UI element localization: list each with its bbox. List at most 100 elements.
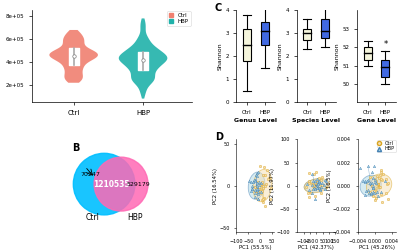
Text: HBP: HBP <box>127 213 143 223</box>
Point <box>362 193 368 197</box>
Point <box>252 178 258 182</box>
Point <box>254 174 260 178</box>
Point <box>306 188 312 192</box>
Point <box>375 182 381 186</box>
Point <box>251 179 258 183</box>
Point <box>254 192 261 196</box>
Point <box>314 181 320 185</box>
Point <box>318 181 325 185</box>
Point <box>316 179 322 183</box>
X-axis label: PC1 (55.5%): PC1 (55.5%) <box>239 245 272 250</box>
Point <box>312 187 318 192</box>
Point <box>310 185 317 190</box>
Point <box>259 173 266 177</box>
Point <box>318 182 324 186</box>
Point <box>359 179 366 183</box>
Circle shape <box>94 157 148 211</box>
Point <box>312 180 319 184</box>
X-axis label: Species Level: Species Level <box>292 118 340 123</box>
Point <box>258 190 264 194</box>
Point <box>376 176 382 180</box>
Point <box>252 191 259 195</box>
Point <box>306 179 312 183</box>
Point <box>374 182 380 186</box>
Point <box>378 190 384 194</box>
Point <box>322 178 328 182</box>
Point <box>370 195 376 199</box>
Point <box>321 183 328 187</box>
Bar <box>303 28 311 40</box>
Point <box>357 166 363 170</box>
Point <box>313 170 319 174</box>
Point <box>373 196 380 200</box>
Point <box>382 179 389 183</box>
Ellipse shape <box>248 172 265 199</box>
Point <box>369 184 376 188</box>
Point <box>267 197 273 201</box>
Point <box>385 181 391 185</box>
Point <box>315 186 321 190</box>
Point <box>253 173 259 177</box>
Point <box>366 175 373 179</box>
Point <box>308 191 315 195</box>
Bar <box>261 22 269 45</box>
Point <box>372 177 378 181</box>
Point <box>254 197 261 201</box>
Point <box>257 187 264 191</box>
Y-axis label: Shannon: Shannon <box>278 43 283 70</box>
Point <box>323 179 330 183</box>
Point <box>375 194 381 198</box>
Point <box>372 181 379 185</box>
Text: 1210535: 1210535 <box>94 180 130 188</box>
Point <box>315 182 322 186</box>
Point <box>256 186 262 191</box>
Point <box>256 180 262 184</box>
Point <box>378 192 384 196</box>
Point <box>254 187 261 191</box>
Point <box>376 173 383 177</box>
Point <box>317 188 323 192</box>
Point <box>372 188 378 192</box>
Point <box>255 189 262 193</box>
Point <box>254 188 260 192</box>
Point <box>372 198 378 202</box>
Point <box>252 195 259 199</box>
Point <box>316 181 323 185</box>
Point <box>382 191 389 195</box>
Point <box>373 174 380 178</box>
Ellipse shape <box>304 178 330 193</box>
Text: Ctrl: Ctrl <box>86 213 100 223</box>
Text: 529179: 529179 <box>127 182 151 186</box>
Point <box>314 186 320 190</box>
X-axis label: PC1 (45.26%): PC1 (45.26%) <box>359 245 395 250</box>
Bar <box>243 28 251 61</box>
Point <box>258 198 265 202</box>
Point <box>253 187 260 191</box>
Point <box>314 182 321 186</box>
Point <box>369 170 376 174</box>
Point <box>379 200 385 204</box>
Point <box>368 192 375 196</box>
Point <box>255 190 261 194</box>
Point <box>255 180 261 184</box>
Ellipse shape <box>360 175 381 196</box>
Y-axis label: PC2 (16.5%): PC2 (16.5%) <box>326 169 332 202</box>
Point <box>257 183 263 187</box>
Point <box>260 186 266 190</box>
Point <box>248 180 254 184</box>
Point <box>262 184 268 188</box>
Point <box>318 185 324 189</box>
Point <box>366 190 373 194</box>
Point <box>319 175 326 179</box>
Point <box>366 181 373 185</box>
Point <box>311 186 318 190</box>
Point <box>306 181 312 185</box>
Point <box>314 180 320 184</box>
Point <box>310 184 316 188</box>
Text: C: C <box>215 3 222 13</box>
Point <box>303 185 310 189</box>
Point <box>372 179 379 183</box>
Text: 70247: 70247 <box>80 172 100 177</box>
Point <box>251 178 257 182</box>
Point <box>315 179 321 183</box>
